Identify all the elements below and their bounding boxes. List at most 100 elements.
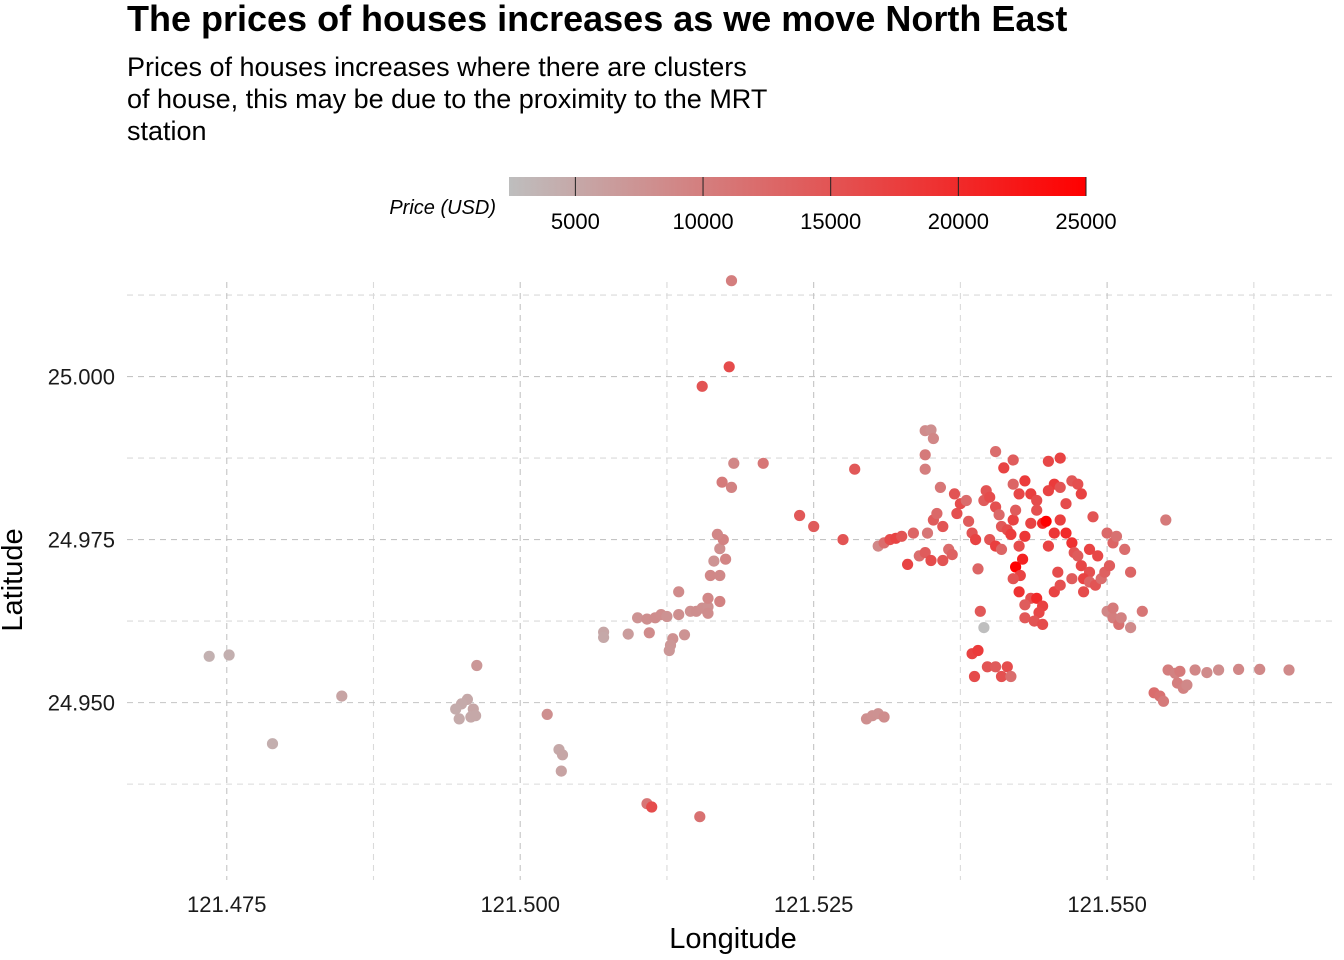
data-point <box>1233 663 1245 676</box>
data-point <box>223 649 235 661</box>
data-point <box>972 644 984 657</box>
data-point <box>1092 550 1104 562</box>
chart-subtitle-line-2: of house, this may be due to the proximi… <box>127 84 767 114</box>
y-tick-label: 25.000 <box>48 365 115 390</box>
x-tick-label: 121.550 <box>1067 892 1147 917</box>
data-point <box>1160 514 1172 526</box>
data-point <box>1005 528 1017 541</box>
data-point <box>1066 537 1078 549</box>
data-point <box>1181 679 1193 691</box>
data-point <box>541 708 553 721</box>
data-point <box>555 765 567 777</box>
y-tick-label: 24.975 <box>48 528 115 553</box>
data-point <box>1060 498 1072 510</box>
data-point <box>907 527 920 539</box>
data-point <box>598 631 610 644</box>
data-point <box>471 659 483 672</box>
data-point <box>1005 670 1017 683</box>
data-point <box>946 549 958 561</box>
data-point <box>663 644 675 657</box>
data-points <box>203 275 1295 823</box>
data-point <box>720 553 732 565</box>
data-point <box>1042 455 1054 467</box>
data-point <box>1019 475 1031 487</box>
data-point <box>1052 566 1064 578</box>
data-point <box>1031 494 1043 507</box>
data-point <box>556 749 569 761</box>
data-point <box>1033 607 1045 619</box>
data-point <box>921 527 934 539</box>
data-point <box>1019 599 1031 611</box>
y-axis-ticks: 24.950 24.975 25.000 <box>48 365 115 716</box>
data-point <box>1007 478 1019 490</box>
data-point <box>1201 667 1213 679</box>
data-point <box>1083 543 1096 556</box>
data-point <box>1075 560 1087 572</box>
data-point <box>1072 550 1084 562</box>
x-axis-ticks: 121.475 121.500 121.525 121.550 <box>187 892 1147 917</box>
legend-tick-label: 15000 <box>800 209 861 234</box>
data-point <box>728 457 740 469</box>
data-point <box>1078 586 1090 598</box>
data-point <box>266 738 279 750</box>
data-point <box>1040 515 1052 527</box>
data-point <box>808 520 820 533</box>
data-point <box>1125 622 1137 634</box>
data-point <box>1060 527 1072 539</box>
x-tick-label: 121.475 <box>187 892 267 917</box>
data-point <box>714 595 726 608</box>
data-point <box>1054 579 1066 591</box>
data-point <box>702 592 714 604</box>
data-point <box>1054 481 1066 493</box>
data-point <box>1007 514 1019 526</box>
data-point <box>963 515 975 527</box>
data-point <box>919 463 931 475</box>
data-point <box>725 481 738 493</box>
chart-subtitle-line-3: station <box>127 116 207 146</box>
data-point <box>960 494 972 507</box>
data-point <box>708 555 720 567</box>
data-point <box>995 670 1008 683</box>
data-point <box>1010 561 1022 573</box>
data-point <box>993 509 1005 521</box>
data-point <box>1010 504 1022 516</box>
x-axis-title: Longitude <box>669 923 796 955</box>
data-point <box>714 543 726 555</box>
chart-title: The prices of houses increases as we mov… <box>127 0 1067 39</box>
data-point <box>678 629 691 641</box>
data-point <box>716 476 728 488</box>
data-point <box>981 661 994 673</box>
legend-tick-label: 5000 <box>551 209 600 234</box>
data-point <box>1048 527 1060 539</box>
data-point <box>1042 540 1054 552</box>
data-point <box>1075 488 1087 500</box>
data-point <box>1103 560 1116 572</box>
legend-tick-label: 20000 <box>928 209 989 234</box>
x-tick-label: 121.525 <box>774 892 854 917</box>
data-point <box>1107 602 1119 614</box>
data-point <box>968 670 981 683</box>
legend-tick-label: 10000 <box>672 209 733 234</box>
data-point <box>673 586 685 598</box>
data-point <box>450 703 462 715</box>
data-point <box>702 607 714 619</box>
data-point <box>661 610 673 623</box>
data-point <box>1031 592 1043 604</box>
data-point <box>470 710 482 722</box>
legend-tick-label: 25000 <box>1055 209 1116 234</box>
data-point <box>1087 511 1099 523</box>
color-legend: Price (USD) 5000 10000 15000 20000 25000 <box>389 177 1117 234</box>
data-point <box>622 628 634 640</box>
data-point <box>934 481 947 493</box>
data-point <box>1110 530 1123 542</box>
data-point <box>711 528 724 541</box>
data-point <box>927 432 940 445</box>
data-point <box>694 811 706 823</box>
data-point <box>919 449 931 461</box>
data-point <box>1136 605 1148 617</box>
data-point <box>1001 661 1013 673</box>
data-point <box>673 609 685 621</box>
chart-subtitle-line-1: Prices of houses increases where there a… <box>127 52 747 82</box>
data-point <box>972 563 984 575</box>
